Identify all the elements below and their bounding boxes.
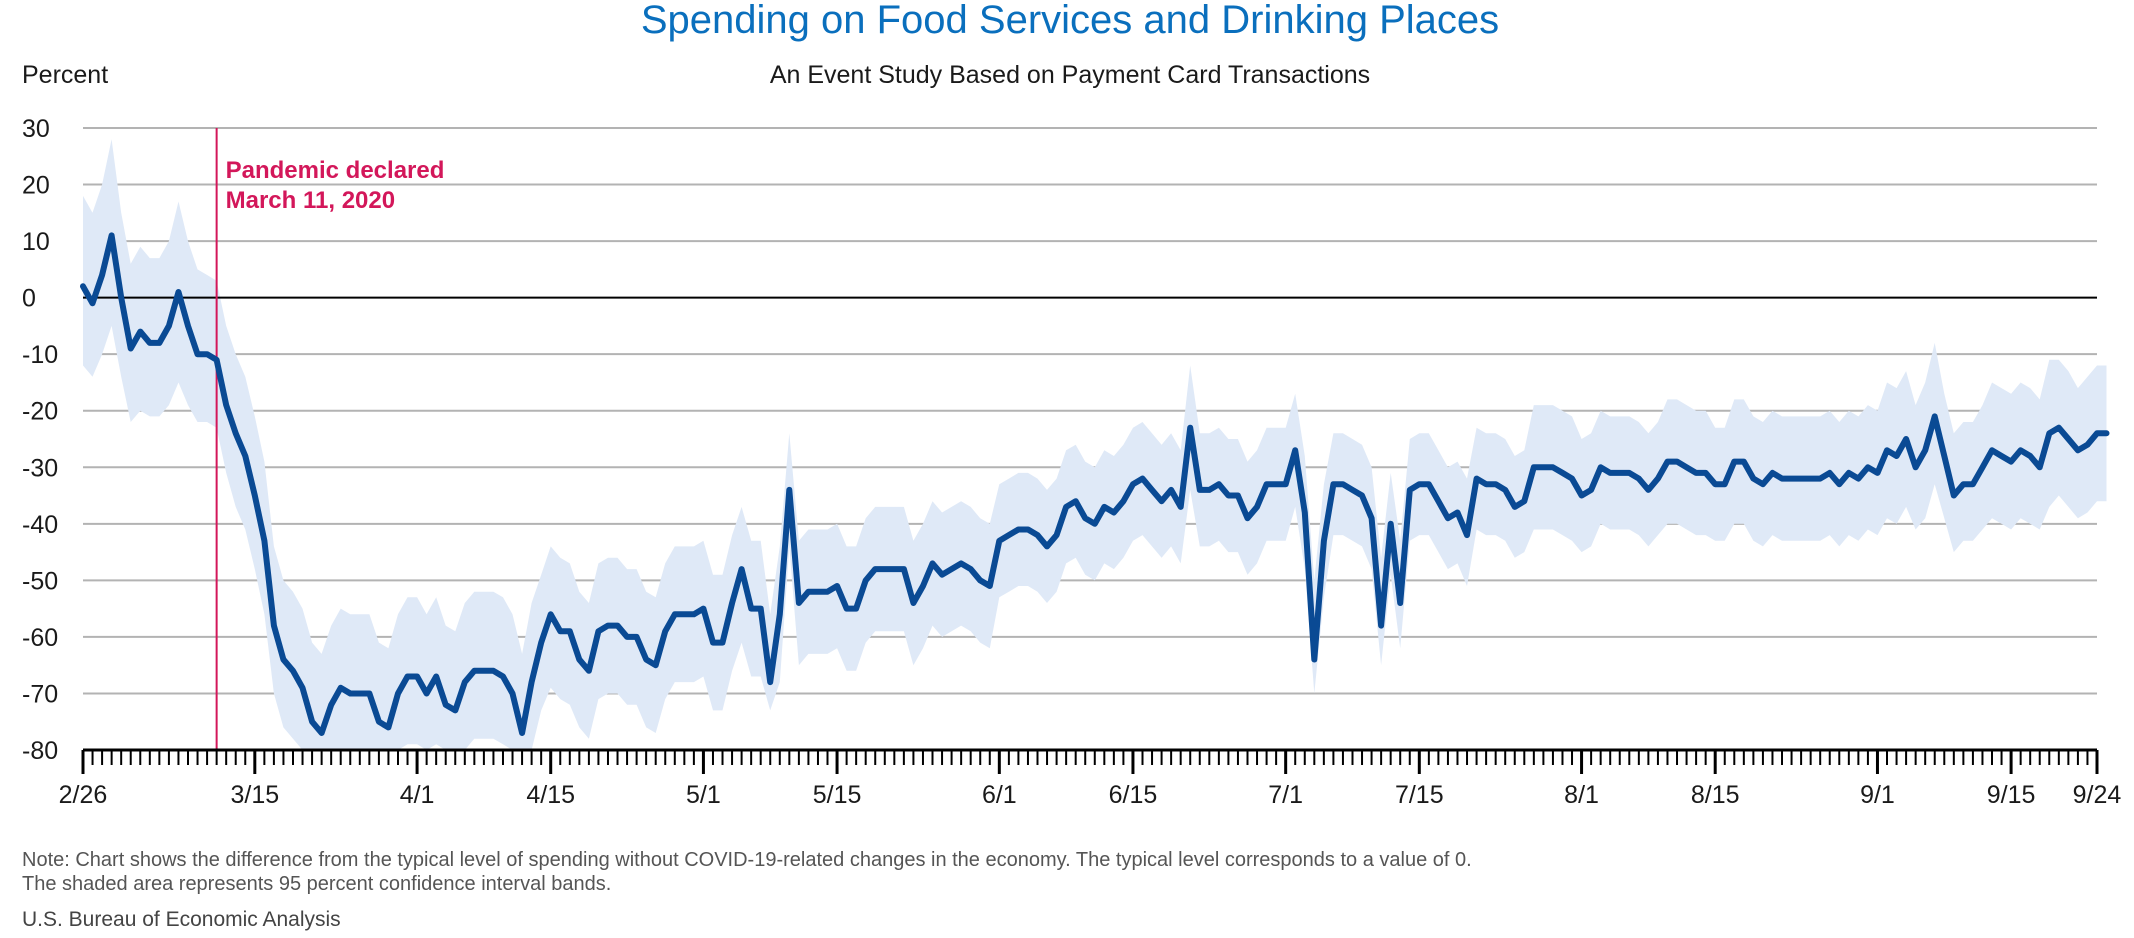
- y-tick-label: -40: [22, 511, 58, 539]
- y-tick-label: -10: [22, 341, 58, 369]
- x-tick-label: 5/15: [813, 781, 862, 809]
- y-tick-label: -60: [22, 624, 58, 652]
- x-tick-label: 7/1: [1268, 781, 1303, 809]
- y-tick-label: -70: [22, 680, 58, 708]
- series-line-layer: [80, 232, 2110, 736]
- y-tick-label: -20: [22, 398, 58, 426]
- confidence-band-layer: [83, 139, 2107, 751]
- y-tick-label: 30: [22, 115, 50, 143]
- y-tick-label: 20: [22, 172, 50, 200]
- x-tick-label: 4/1: [400, 781, 435, 809]
- chart-subtitle: An Event Study Based on Payment Card Tra…: [770, 61, 1370, 89]
- y-tick-labels: 30 20 10 0 -10 -20 -30 -40 -50 -60 -70 -80: [22, 115, 58, 765]
- x-tick-label: 3/15: [230, 781, 279, 809]
- annotation-label-line2: March 11, 2020: [226, 187, 395, 214]
- x-tick-label: 9/15: [1987, 781, 2036, 809]
- x-tick-label: 4/15: [526, 781, 575, 809]
- x-tick-label: 7/15: [1395, 781, 1444, 809]
- annotation-layer: Pandemic declared March 11, 2020: [215, 128, 445, 750]
- y-axis-label: Percent: [22, 61, 108, 89]
- y-tick-label: -50: [22, 567, 58, 595]
- confidence-band: [83, 139, 2107, 751]
- x-tick-label: 9/24: [2073, 781, 2122, 809]
- annotation-label-line1: Pandemic declared: [226, 157, 445, 184]
- source-credit: U.S. Bureau of Economic Analysis: [22, 908, 341, 931]
- series-line: [80, 232, 2110, 736]
- x-tick-label: 8/1: [1564, 781, 1599, 809]
- y-tick-label: 0: [22, 285, 36, 313]
- x-tick-label: 5/1: [686, 781, 721, 809]
- x-axis: 2/26 3/15 4/1 4/15 5/1 5/15 6/1 6/15 7/1 7/15 8/1 8…: [59, 748, 2122, 809]
- y-tick-label: -80: [22, 737, 58, 765]
- chart-title: Spending on Food Services and Drinking P…: [641, 0, 1499, 42]
- x-tick-label: 6/15: [1109, 781, 1158, 809]
- footnote-line1: Note: Chart shows the difference from th…: [22, 849, 1472, 871]
- x-tick-label: 8/15: [1691, 781, 1740, 809]
- y-tick-label: 10: [22, 228, 50, 256]
- y-tick-label: -30: [22, 454, 58, 482]
- footnote-line2: The shaded area represents 95 percent co…: [22, 873, 611, 895]
- x-tick-label: 2/26: [59, 781, 108, 809]
- x-tick-label: 6/1: [982, 781, 1017, 809]
- x-tick-label: 9/1: [1860, 781, 1895, 809]
